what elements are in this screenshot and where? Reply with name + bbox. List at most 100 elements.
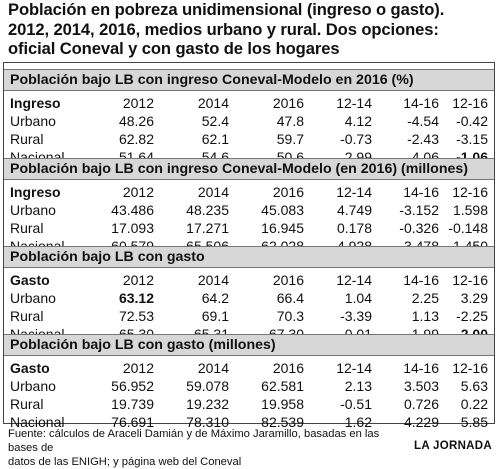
cell-highlighted: 63.12 <box>118 290 154 306</box>
column-header: 2016 <box>272 272 304 288</box>
cell: -2.25 <box>456 308 488 324</box>
row-label: Rural <box>10 396 44 412</box>
section-heading: Población bajo LB con gasto <box>4 246 494 268</box>
publisher-logo: LA JORNADA <box>414 440 492 452</box>
cell: 48.235 <box>186 202 229 218</box>
table-row: Nacional 76.691 78.310 82.539 1.62 4.229… <box>4 414 494 431</box>
row-label: Urbano <box>10 378 56 394</box>
column-header: 2016 <box>272 184 304 200</box>
tables-frame: Población bajo LB con ingreso Coneval-Mo… <box>3 62 495 430</box>
cell: 0.22 <box>460 396 488 412</box>
cell: 1.598 <box>452 202 488 218</box>
cell: 19.232 <box>186 396 229 412</box>
column-header: 2014 <box>197 360 229 376</box>
cell: -2.43 <box>407 131 439 147</box>
cell: 19.958 <box>261 396 304 412</box>
table-row: Rural 72.53 69.1 70.3 -3.39 1.13 -2.25 <box>4 308 494 325</box>
row-label: Nacional <box>10 414 65 430</box>
column-header: 2016 <box>272 95 304 111</box>
cell: 82.539 <box>261 414 304 430</box>
cell: 69.1 <box>201 308 229 324</box>
cell: -3.15 <box>456 131 488 147</box>
column-header: 2012 <box>122 95 154 111</box>
source-note: Fuente: cálculos de Araceli Damián y de … <box>8 427 408 469</box>
row-label: Rural <box>10 220 44 236</box>
column-header: 2012 <box>122 360 154 376</box>
column-header: 12-16 <box>452 360 488 376</box>
section-heading: Población bajo LB con gasto (millones) <box>4 334 494 356</box>
column-header: 12-14 <box>336 360 372 376</box>
table-row: Rural 62.82 62.1 59.7 -0.73 -2.43 -3.15 <box>4 131 494 148</box>
cell: 78.310 <box>186 414 229 430</box>
cell: 3.29 <box>460 290 488 306</box>
cell: 59.078 <box>186 378 229 394</box>
cell: 59.7 <box>276 131 304 147</box>
cell: 2.13 <box>344 378 372 394</box>
table-row: Rural 17.093 17.271 16.945 0.178 -0.326 … <box>4 220 494 237</box>
table-header-row: Ingreso 2012 2014 2016 12-14 14-16 12-16 <box>4 184 494 201</box>
row-label: Urbano <box>10 290 56 306</box>
column-header: 12-14 <box>336 95 372 111</box>
cell: -0.73 <box>340 131 372 147</box>
title-line-1: Población en pobreza unidimensional (ing… <box>8 0 445 19</box>
cell: -0.42 <box>456 113 488 129</box>
cell: 2.25 <box>411 290 439 306</box>
cell: 19.739 <box>111 396 154 412</box>
column-header: 12-16 <box>452 95 488 111</box>
row-label: Urbano <box>10 202 56 218</box>
column-header: 2014 <box>197 272 229 288</box>
cell: 0.726 <box>403 396 439 412</box>
column-header: 12-14 <box>336 184 372 200</box>
row-label: Rural <box>10 131 44 147</box>
cell: 0.178 <box>336 220 372 236</box>
column-header: 14-16 <box>403 272 439 288</box>
column-header: 12-16 <box>452 272 488 288</box>
column-header: 14-16 <box>403 360 439 376</box>
cell: -0.326 <box>399 220 439 236</box>
section-heading: Población bajo LB con ingreso Coneval-Mo… <box>4 158 494 180</box>
column-header: Gasto <box>10 272 50 288</box>
cell: 52.4 <box>201 113 229 129</box>
table-row: Urbano 56.952 59.078 62.581 2.13 3.503 5… <box>4 378 494 395</box>
cell: 76.691 <box>111 414 154 430</box>
cell: 48.26 <box>118 113 154 129</box>
column-header: Ingreso <box>10 184 61 200</box>
table-row: Urbano 63.12 64.2 66.4 1.04 2.25 3.29 <box>4 290 494 307</box>
table-header-row: Gasto 2012 2014 2016 12-14 14-16 12-16 <box>4 360 494 377</box>
cell: 72.53 <box>118 308 154 324</box>
cell: 1.13 <box>411 308 439 324</box>
section-heading: Población bajo LB con ingreso Coneval-Mo… <box>4 69 494 91</box>
cell: 17.271 <box>186 220 229 236</box>
cell: 16.945 <box>261 220 304 236</box>
column-header: 2012 <box>122 184 154 200</box>
cell: 47.8 <box>276 113 304 129</box>
title-line-3: oficial Coneval y con gasto de los hogar… <box>8 39 340 58</box>
cell: 5.85 <box>460 414 488 430</box>
column-header: 2014 <box>197 95 229 111</box>
table-row: Rural 19.739 19.232 19.958 -0.51 0.726 0… <box>4 396 494 413</box>
source-line-2: datos de las ENIGH; y página web del Con… <box>8 456 242 468</box>
cell: 62.1 <box>201 131 229 147</box>
column-header: Ingreso <box>10 95 61 111</box>
column-header: 12-16 <box>452 184 488 200</box>
cell: 70.3 <box>276 308 304 324</box>
cell: 5.63 <box>460 378 488 394</box>
table-header-row: Ingreso 2012 2014 2016 12-14 14-16 12-16 <box>4 95 494 112</box>
cell: -3.152 <box>399 202 439 218</box>
row-label: Urbano <box>10 113 56 129</box>
cell: 45.083 <box>261 202 304 218</box>
table-row: Urbano 48.26 52.4 47.8 4.12 -4.54 -0.42 <box>4 113 494 130</box>
cell: 66.4 <box>276 290 304 306</box>
cell: 3.503 <box>403 378 439 394</box>
column-header: 14-16 <box>403 95 439 111</box>
cell: 43.486 <box>111 202 154 218</box>
column-header: 2016 <box>272 360 304 376</box>
table-header-row: Gasto 2012 2014 2016 12-14 14-16 12-16 <box>4 272 494 289</box>
row-label: Rural <box>10 308 44 324</box>
cell: -4.54 <box>407 113 439 129</box>
table-row: Urbano 43.486 48.235 45.083 4.749 -3.152… <box>4 202 494 219</box>
cell: -3.39 <box>340 308 372 324</box>
cell: 4.229 <box>403 414 439 430</box>
infographic: Población en pobreza unidimensional (ing… <box>3 0 495 468</box>
cell: 62.581 <box>261 378 304 394</box>
